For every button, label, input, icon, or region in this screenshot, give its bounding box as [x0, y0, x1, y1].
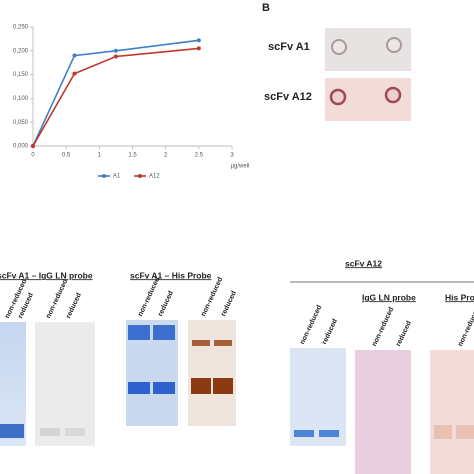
x-tick-label: 2.5 [195, 153, 204, 159]
y-tick-label: 0,250 [13, 25, 29, 31]
band [128, 325, 150, 340]
dot [386, 37, 402, 53]
x-tick-label: 1.5 [128, 153, 137, 159]
gel [35, 322, 95, 446]
dot [329, 88, 347, 106]
gel [188, 320, 236, 426]
point [31, 144, 35, 148]
panel-label: B [262, 2, 270, 14]
x-tick-label: 2 [164, 153, 168, 159]
lane-label: reduced [220, 290, 238, 318]
gel-subtitle: His Probe [445, 292, 474, 302]
gel [355, 350, 411, 474]
band [0, 424, 24, 438]
band [192, 340, 210, 346]
band [456, 425, 474, 439]
band [128, 382, 150, 394]
x-tick-label: 0.5 [62, 153, 71, 159]
x-tick-label: 1 [98, 153, 102, 159]
lane-label: reduced [321, 318, 339, 346]
y-tick-label: 0,150 [13, 72, 29, 78]
lane-label: reduced [395, 320, 413, 348]
band [65, 428, 85, 436]
lane-label: reduced [157, 290, 175, 318]
y-tick-label: 0,100 [13, 96, 29, 102]
series-line [32, 47, 199, 147]
gel-subtitle: IgG LN probe [362, 292, 416, 302]
band [40, 428, 60, 436]
point [113, 54, 118, 59]
x-tick-label: 3 [230, 153, 234, 159]
band [213, 378, 233, 394]
dot [331, 39, 347, 55]
y-tick-label: 0,200 [13, 48, 29, 54]
gel-title: scFv A12 [345, 258, 382, 268]
gel-title: scFv A1 – His Probe [130, 270, 212, 280]
y-tick-label: 0,000 [13, 144, 29, 150]
point [72, 53, 77, 58]
gel-title: scFv A1 – IgG LN probe [0, 270, 93, 280]
point [196, 46, 201, 51]
band [153, 325, 175, 340]
gel [290, 348, 346, 446]
gel [430, 350, 474, 474]
lane-label: non-reduced [299, 304, 323, 345]
row-label: scFv A1 [268, 41, 310, 53]
x-axis-label: µg/well [231, 164, 250, 170]
legend-label: A1 [113, 174, 121, 180]
lane-label: non-reduced [371, 306, 395, 347]
band [434, 425, 452, 439]
legend-marker [138, 174, 142, 178]
band [294, 430, 314, 437]
band [191, 378, 211, 394]
x-tick-label: 0 [31, 153, 35, 159]
point [196, 38, 201, 43]
row-label: scFv A12 [264, 91, 312, 103]
y-tick-label: 0,050 [13, 120, 29, 126]
series-line [32, 39, 199, 147]
lane-label: reduced [65, 292, 83, 320]
point [113, 48, 118, 53]
dot [384, 86, 402, 104]
band [153, 382, 175, 394]
legend-marker [102, 174, 106, 178]
band [319, 430, 339, 437]
band [214, 340, 232, 346]
legend-label: A12 [149, 174, 160, 180]
lane-label: non-reduced [457, 306, 474, 347]
point [72, 71, 77, 76]
